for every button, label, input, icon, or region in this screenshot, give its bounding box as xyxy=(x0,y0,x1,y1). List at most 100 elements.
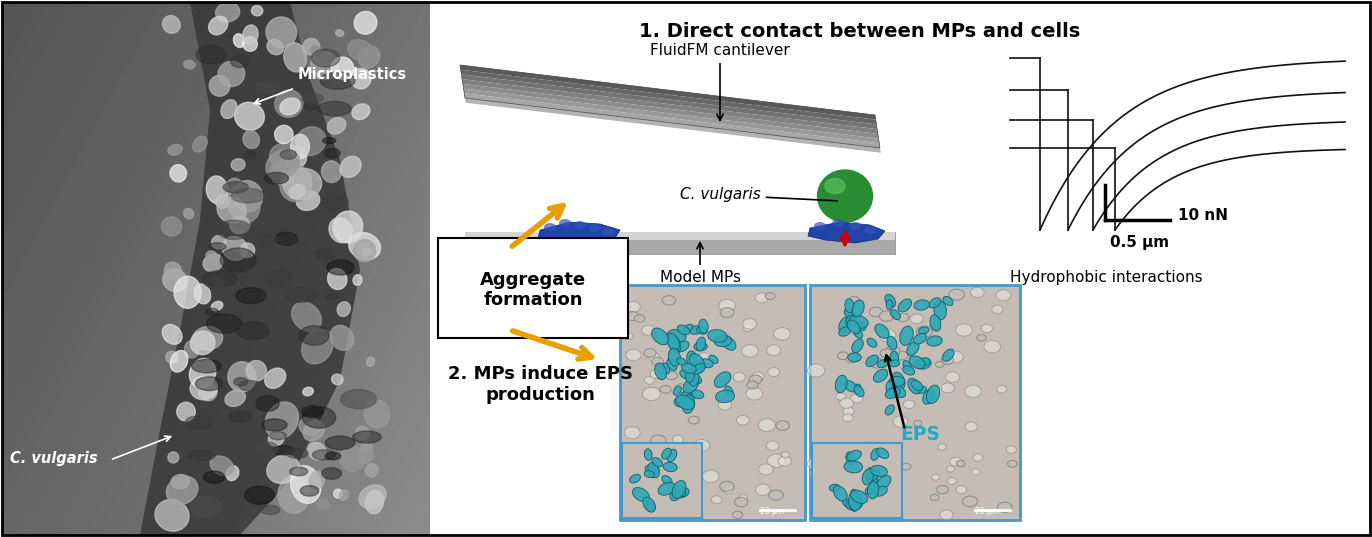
Ellipse shape xyxy=(932,474,940,480)
Ellipse shape xyxy=(971,468,980,475)
Ellipse shape xyxy=(849,315,868,328)
Ellipse shape xyxy=(674,386,682,395)
Ellipse shape xyxy=(354,240,376,262)
Text: 0.5 μm: 0.5 μm xyxy=(1110,235,1169,250)
Ellipse shape xyxy=(206,308,218,316)
Ellipse shape xyxy=(829,484,840,491)
Ellipse shape xyxy=(211,301,222,311)
Ellipse shape xyxy=(914,333,926,344)
Ellipse shape xyxy=(321,161,342,183)
Ellipse shape xyxy=(740,495,748,501)
Ellipse shape xyxy=(233,34,244,47)
Ellipse shape xyxy=(1006,446,1017,453)
Ellipse shape xyxy=(155,499,189,531)
Ellipse shape xyxy=(733,373,745,382)
Ellipse shape xyxy=(289,184,305,199)
Ellipse shape xyxy=(309,471,324,489)
Ellipse shape xyxy=(167,452,178,463)
Ellipse shape xyxy=(232,188,265,203)
Ellipse shape xyxy=(845,452,855,465)
Ellipse shape xyxy=(257,396,279,411)
Ellipse shape xyxy=(266,17,296,47)
Ellipse shape xyxy=(686,369,694,382)
Ellipse shape xyxy=(189,497,222,517)
Ellipse shape xyxy=(719,300,735,312)
Ellipse shape xyxy=(667,470,682,481)
Ellipse shape xyxy=(956,324,973,336)
Polygon shape xyxy=(460,65,875,120)
Ellipse shape xyxy=(689,353,705,372)
Ellipse shape xyxy=(766,293,775,300)
Ellipse shape xyxy=(697,353,712,365)
Text: 2. MPs induce EPS
production: 2. MPs induce EPS production xyxy=(447,365,632,404)
Ellipse shape xyxy=(734,497,748,507)
Ellipse shape xyxy=(340,156,361,177)
Ellipse shape xyxy=(632,488,649,502)
Ellipse shape xyxy=(866,485,875,495)
Ellipse shape xyxy=(919,327,929,334)
Ellipse shape xyxy=(265,368,285,388)
Ellipse shape xyxy=(724,386,733,396)
Ellipse shape xyxy=(848,353,862,362)
Ellipse shape xyxy=(698,319,708,333)
Ellipse shape xyxy=(679,370,691,379)
Ellipse shape xyxy=(311,46,322,55)
Ellipse shape xyxy=(210,75,229,96)
Ellipse shape xyxy=(630,474,641,483)
Ellipse shape xyxy=(656,363,670,373)
Ellipse shape xyxy=(926,385,940,404)
Ellipse shape xyxy=(191,376,217,400)
Ellipse shape xyxy=(299,417,320,436)
Ellipse shape xyxy=(203,471,225,483)
Ellipse shape xyxy=(840,398,853,409)
Ellipse shape xyxy=(778,456,792,466)
Text: C. vulgaris: C. vulgaris xyxy=(681,187,837,202)
Ellipse shape xyxy=(851,449,867,462)
Text: 1. Direct contact between MPs and cells: 1. Direct contact between MPs and cells xyxy=(639,22,1081,41)
Ellipse shape xyxy=(941,383,955,393)
Ellipse shape xyxy=(327,260,354,275)
Ellipse shape xyxy=(661,448,671,459)
Ellipse shape xyxy=(243,25,258,45)
Ellipse shape xyxy=(244,486,274,504)
Ellipse shape xyxy=(185,416,215,429)
Ellipse shape xyxy=(809,469,823,478)
Ellipse shape xyxy=(166,351,178,363)
Ellipse shape xyxy=(682,395,694,413)
Ellipse shape xyxy=(890,310,900,320)
Ellipse shape xyxy=(365,463,379,477)
Ellipse shape xyxy=(874,486,888,496)
Ellipse shape xyxy=(318,101,351,116)
Ellipse shape xyxy=(353,275,362,285)
Ellipse shape xyxy=(339,490,348,500)
Ellipse shape xyxy=(855,386,864,397)
Ellipse shape xyxy=(893,416,908,427)
Ellipse shape xyxy=(831,219,844,227)
Ellipse shape xyxy=(676,395,694,410)
Ellipse shape xyxy=(945,372,960,382)
Ellipse shape xyxy=(274,90,303,118)
Ellipse shape xyxy=(866,355,878,367)
Ellipse shape xyxy=(844,308,856,320)
Ellipse shape xyxy=(328,268,347,289)
Ellipse shape xyxy=(287,147,307,170)
Ellipse shape xyxy=(230,159,246,171)
Ellipse shape xyxy=(228,362,257,392)
Ellipse shape xyxy=(877,475,890,489)
Ellipse shape xyxy=(351,68,370,89)
Ellipse shape xyxy=(930,495,938,500)
Ellipse shape xyxy=(302,329,333,364)
Ellipse shape xyxy=(911,380,923,390)
Text: Model MPs: Model MPs xyxy=(660,243,741,285)
Ellipse shape xyxy=(847,498,863,510)
Ellipse shape xyxy=(852,339,863,353)
Ellipse shape xyxy=(284,42,306,72)
Ellipse shape xyxy=(956,461,965,467)
Ellipse shape xyxy=(327,294,339,300)
Ellipse shape xyxy=(246,360,266,381)
Ellipse shape xyxy=(667,330,686,343)
Ellipse shape xyxy=(845,354,858,362)
Ellipse shape xyxy=(997,502,1013,512)
Ellipse shape xyxy=(243,130,259,149)
Ellipse shape xyxy=(191,331,215,354)
